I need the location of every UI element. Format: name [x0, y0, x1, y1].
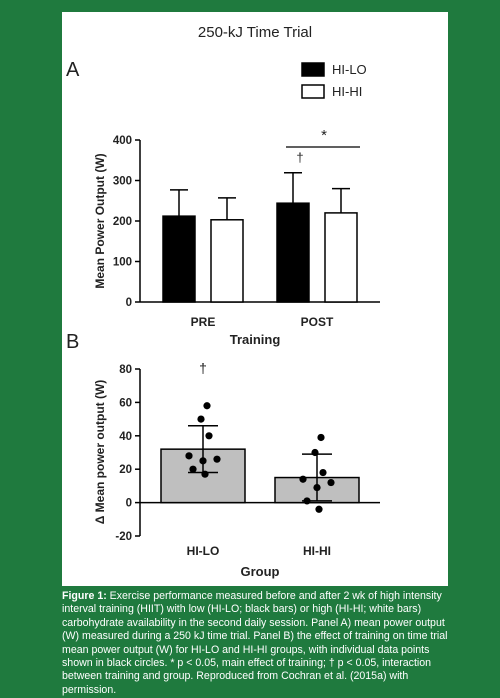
- legend-swatch-hi-hi: [301, 84, 325, 99]
- figure-panel: [62, 12, 448, 586]
- legend-label-hi-hi: HI-HI: [332, 84, 362, 99]
- panel-b-data-point: [311, 448, 319, 457]
- panel-a-bar-hi-hi-post: [324, 212, 358, 303]
- panel-b-xlabel: Group: [241, 564, 280, 579]
- panel-b-data-point: [327, 478, 335, 487]
- panel-b-ytick-label: 60: [119, 397, 132, 409]
- panel-b-data-point: [213, 455, 221, 463]
- panel-b-data-point: [313, 483, 321, 492]
- panel-a-ytick-label: 100: [113, 257, 132, 269]
- panel-a-label: A: [66, 59, 80, 81]
- panel-a-bar-hi-hi-pre: [210, 219, 244, 303]
- panel-b-ytick-label: 40: [119, 431, 132, 443]
- panel-b-ytick-label: 0: [126, 498, 132, 510]
- panel-b-data-point: [317, 433, 325, 442]
- significance-star: *: [321, 127, 327, 144]
- panel-a-ytick-label: 200: [113, 216, 132, 228]
- panel-b-data-point: [299, 475, 307, 483]
- panel-a-bar-hi-lo-pre: [162, 215, 196, 303]
- panel-b-ytick-label: -20: [115, 531, 132, 543]
- panel-b-data-point: [315, 505, 323, 513]
- panel-a-ylabel: Mean Power Output (W): [93, 153, 107, 288]
- panel-b-ylabel: Δ Mean power output (W): [93, 380, 107, 525]
- panel-b-data-point: [197, 415, 205, 423]
- legend-label-hi-lo: HI-LO: [332, 62, 367, 77]
- panel-b-data-point: [205, 432, 213, 440]
- figure-title: 250-kJ Time Trial: [198, 24, 312, 41]
- panel-a-dagger: †: [296, 150, 303, 165]
- panel-b-data-point: [199, 457, 207, 465]
- panel-a-category-label: PRE: [191, 315, 216, 329]
- panel-b-ytick-label: 80: [119, 364, 132, 376]
- panel-b-dagger: †: [199, 360, 207, 376]
- panel-a-ytick-label: 400: [113, 135, 132, 147]
- panel-b-ytick-label: 20: [119, 464, 132, 476]
- panel-b-label: B: [66, 331, 79, 353]
- panel-a-category-label: POST: [301, 315, 334, 329]
- caption-body: Exercise performance measured before and…: [62, 590, 448, 696]
- panel-b-data-point: [303, 497, 311, 505]
- figure-caption: Figure 1: Exercise performance measured …: [62, 590, 462, 697]
- panel-a-bar-hi-lo-post: [276, 202, 310, 303]
- panel-b-category-label: HI-LO: [187, 544, 220, 558]
- panel-b-data-point: [185, 452, 193, 460]
- caption-lead: Figure 1:: [62, 590, 107, 602]
- panel-b: B -20 0 20 40 60 80 HI-LO HI-HI † Group Δ Mean powe…: [66, 331, 380, 579]
- panel-a-ytick-label: 300: [113, 176, 132, 188]
- legend-swatch-hi-lo: [301, 62, 325, 77]
- panel-a-ytick-label: 0: [126, 297, 132, 309]
- panel-a-xlabel: Training: [230, 332, 281, 347]
- panel-b-data-point: [203, 402, 211, 410]
- panel-b-data-point: [201, 470, 209, 478]
- panel-b-data-point: [189, 465, 197, 473]
- panel-a: A HI-LO HI-HI 0 100 200 300 400 PRE POST * † Trainin…: [66, 59, 380, 347]
- panel-b-category-label: HI-HI: [303, 544, 331, 558]
- panel-b-data-point: [319, 468, 327, 477]
